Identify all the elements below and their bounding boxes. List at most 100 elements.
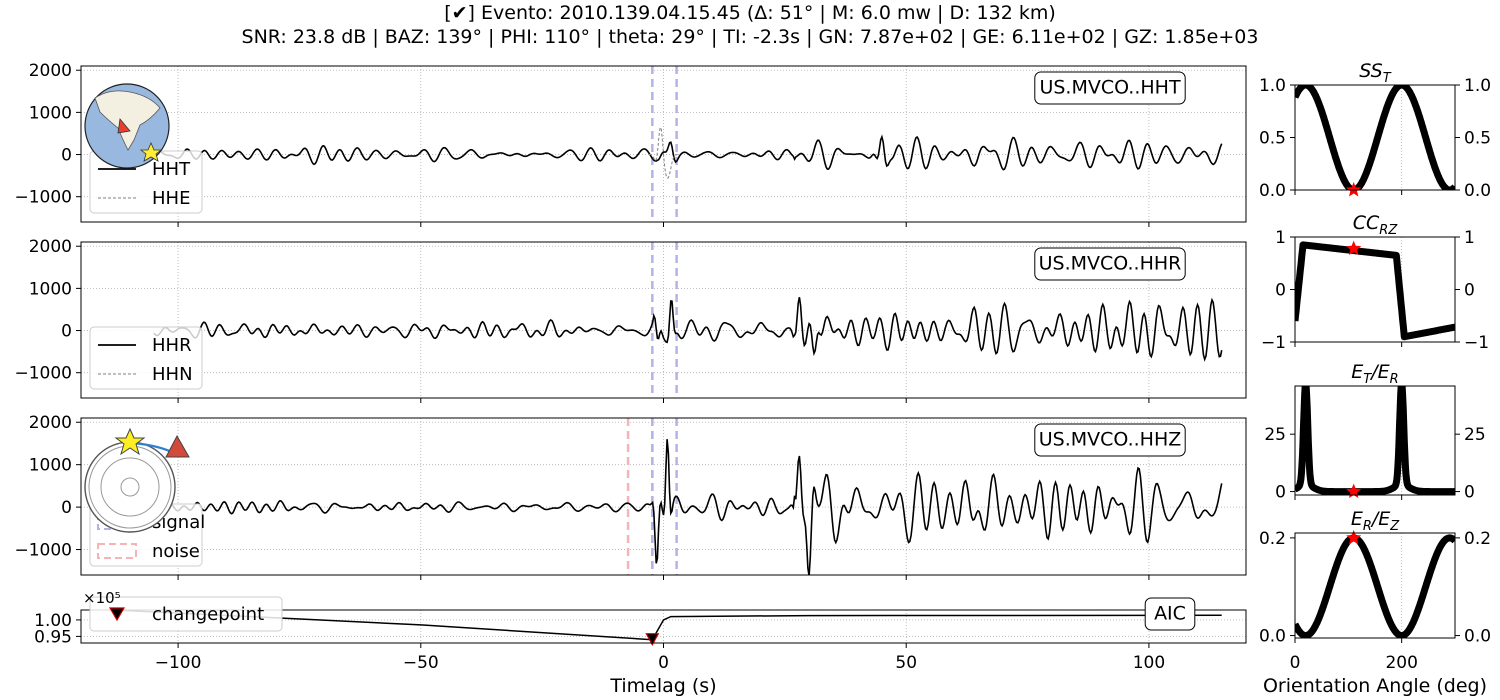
panel-title: ET/ER [1351, 361, 1398, 387]
aic-label: AIC [1154, 603, 1186, 625]
panel-hht: −1000 0 1000 2000 US.MVCO..HHT HHT HHE [14, 61, 1247, 227]
y-tick-label: −1000 [14, 541, 72, 561]
event-star [139, 141, 163, 162]
y-tick-label: 1000 [29, 456, 72, 476]
y-tick-label-left: 0.5 [1259, 129, 1286, 149]
y-tick-label-left: 1.0 [1259, 76, 1286, 96]
station-marker [165, 434, 190, 458]
legend-label-signal: signal [152, 512, 205, 533]
x-tick-label: 100 [1133, 653, 1165, 673]
y-tick-label: −1000 [14, 188, 72, 208]
y-tick-label-right: 0.0 [1464, 181, 1491, 201]
y-tick-label: 2000 [29, 413, 72, 433]
legend-label-noise: noise [152, 541, 200, 562]
y-tick-label: −1000 [14, 364, 72, 384]
panel-title: CCRZ [1353, 212, 1399, 238]
x-tick-label: −50 [403, 653, 439, 673]
y-tick-label-left: 0 [1275, 483, 1286, 503]
azimuth-circle-icon [84, 427, 190, 533]
legend-label-hhn: HHN [152, 364, 193, 385]
panel-cc_rz: −1 −1 0 0 1 1 CCRZ [1261, 212, 1489, 353]
y-tick-label-left: −1 [1261, 333, 1286, 353]
panel-frame [1294, 385, 1456, 496]
x-tick-label: 200 [1385, 653, 1417, 673]
panel-et_er: 0 0 25 25 ET/ER [1264, 361, 1485, 503]
y-tick-label-left: 0.0 [1259, 627, 1286, 647]
orientation-curve [1295, 241, 1455, 341]
y-tick-label-right: 0.5 [1464, 129, 1491, 149]
changepoint-marker [645, 633, 660, 646]
y-tick-label-left: 0 [1275, 281, 1286, 301]
best-orientation-star [1346, 240, 1362, 255]
x-axis-label: Orientation Angle (deg) [1263, 675, 1487, 697]
y-tick-label-right: 25 [1464, 425, 1486, 445]
station-label: US.MVCO..HHZ [1039, 429, 1182, 451]
figure-title-line1: [✔] Evento: 2010.139.04.15.45 (Δ: 51° | … [444, 2, 1056, 24]
best-orientation-star [1346, 529, 1362, 545]
x-tick-label: −100 [155, 653, 202, 673]
y-tick-label: 1000 [29, 103, 72, 123]
station-label: US.MVCO..HHR [1039, 253, 1182, 275]
station-label-box [1034, 423, 1186, 457]
x-axis-label: Timelag (s) [609, 675, 716, 697]
legend-label-hht: HHT [152, 159, 191, 180]
station-label-box [1034, 247, 1186, 281]
legend-label-hhr: HHR [152, 335, 192, 356]
trace-aic [98, 610, 1222, 641]
panel-hhr: −1000 0 1000 2000 US.MVCO..HHR HHR HHN [14, 237, 1247, 403]
y-tick-label-left: 1 [1275, 228, 1286, 248]
legend-box [89, 596, 283, 632]
station-label-box [1034, 71, 1186, 105]
station-label: US.MVCO..HHT [1039, 77, 1181, 99]
azimuth-outer-ring [84, 441, 176, 533]
y-tick-label-left: 25 [1264, 425, 1286, 445]
best-orientation-star [1346, 182, 1362, 197]
y-tick-label: 1.00 [34, 611, 72, 631]
orientation-curve [1295, 386, 1455, 495]
orientation-curve [1295, 534, 1455, 638]
panel-hhz: −1000 0 1000 2000 US.MVCO..HHZ signal noise [14, 413, 1247, 580]
x-tick-label: 50 [895, 653, 917, 673]
x-tick-label: 0 [1290, 653, 1301, 673]
globe-map-icon [84, 83, 170, 169]
best-orientation-star [1346, 483, 1362, 498]
event-star [114, 427, 146, 456]
y-tick-label: 0 [61, 146, 72, 166]
y-tick-label-right: 1 [1464, 228, 1475, 248]
globe-continent [94, 90, 161, 151]
panel-title: SST [1359, 60, 1391, 86]
figure-title-line2: SNR: 23.8 dB | BAZ: 139° | PHI: 110° | t… [241, 26, 1259, 48]
trace-hhz [153, 439, 1223, 575]
trace-hht [153, 134, 1223, 171]
orientation-curve [1295, 85, 1455, 190]
aic-scale-label: ×10⁵ [83, 589, 121, 607]
y-tick-label-right: 0 [1464, 483, 1475, 503]
trace-hhe [648, 126, 678, 179]
y-tick-label: 0.95 [34, 627, 72, 647]
y-tick-label-left: 0.0 [1259, 181, 1286, 201]
legend-patch [97, 543, 137, 559]
panel-frame [1294, 532, 1456, 639]
y-tick-label: 0 [61, 498, 72, 518]
y-tick-label-right: 0.2 [1464, 529, 1491, 549]
station-marker [117, 118, 131, 134]
panel-ss_t: 0.0 0.0 0.5 0.5 1.0 1.0 SST [1259, 60, 1491, 201]
y-tick-label: 0 [61, 322, 72, 342]
legend-changepoint-marker [108, 607, 126, 622]
trace-hhr [153, 297, 1223, 362]
legend-label-changepoint: changepoint [152, 604, 264, 625]
y-tick-label: 2000 [29, 61, 72, 81]
y-tick-label-left: 0.2 [1259, 529, 1286, 549]
azimuth-center [120, 477, 140, 497]
y-tick-label: 2000 [29, 237, 72, 257]
x-tick-label: 0 [658, 653, 669, 673]
panel-aic: 0.951.00 AIC changepoint ×10⁵ −100 −50 0 50 100 T… [34, 589, 1247, 697]
y-tick-label-right: 0 [1464, 281, 1475, 301]
y-tick-label: 1000 [29, 279, 72, 299]
aic-label-box [1144, 597, 1196, 631]
panel-title: ER/EZ [1351, 508, 1400, 534]
legend-label-hhe: HHE [152, 188, 190, 209]
azimuth-ring [100, 457, 160, 517]
